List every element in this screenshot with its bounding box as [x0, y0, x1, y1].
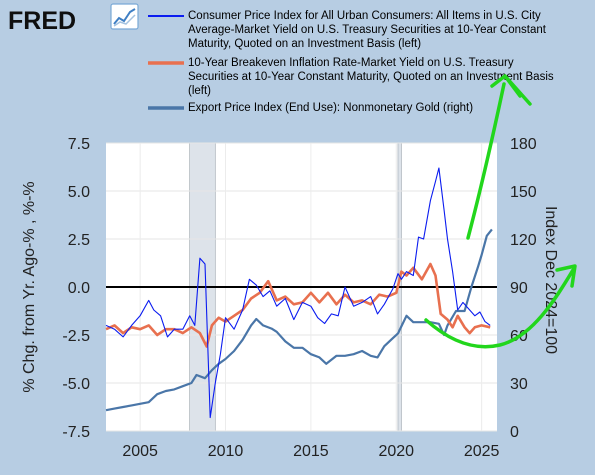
annotation-layer [424, 74, 577, 349]
x-tick-label: 2005 [122, 443, 158, 460]
y-right-tick-label: 180 [510, 136, 537, 153]
y-left-tick-label: -2.5 [62, 328, 90, 345]
x-tick-label: 2025 [464, 443, 500, 460]
header: FRED [8, 3, 139, 35]
fred-logo[interactable]: FRED [8, 7, 76, 35]
y-right-tick-label: 30 [510, 376, 528, 393]
x-axis: 2005 2010 2015 2020 2025 [122, 443, 499, 460]
legend-text-breakeven-1: 10-Year Breakeven Inflation Rate-Market … [188, 57, 514, 69]
y-right-tick-label: 120 [510, 232, 537, 249]
series-layer [105, 167, 493, 419]
x-tick-label: 2015 [293, 443, 329, 460]
y-left-tick-label: 2.5 [68, 232, 90, 249]
green-arrow-right-annotation [424, 264, 577, 349]
legend-text-cpi-1: Consumer Price Index for All Urban Consu… [188, 10, 541, 22]
y-axis-left: 7.5 5.0 2.5 0.0 -2.5 -5.0 -7.5 [62, 136, 90, 441]
y-right-tick-label: 150 [510, 184, 537, 201]
legend-text-breakeven-3: (left) [188, 85, 211, 97]
x-tick-label: 2020 [378, 443, 414, 460]
y-left-tick-label: 5.0 [68, 184, 90, 201]
y-left-tick-label: -7.5 [62, 424, 90, 441]
legend-text-breakeven-2: Securities at 10-Year Constant Maturity,… [188, 71, 554, 83]
y-left-tick-label: -5.0 [62, 376, 90, 393]
y-axis-left-title: % Chg. from Yr. Ago-% , %-% [21, 181, 38, 392]
y-axis-right-title: Index Dec 2024=100 [542, 206, 559, 354]
series-line-breakeven [105, 262, 491, 348]
series-line-cpi [105, 167, 491, 419]
line-chart-icon [110, 3, 139, 30]
y-right-tick-label: 0 [510, 424, 519, 441]
y-left-tick-label: 0.0 [68, 280, 90, 297]
y-left-tick-label: 7.5 [68, 136, 90, 153]
green-arrow-up-annotation [466, 74, 532, 240]
legend-text-cpi-3: Maturity, Quoted on an Investment Basis … [188, 38, 421, 50]
legend-text-gold: Export Price Index (End Use): Nonmonetar… [188, 102, 473, 114]
legend: Consumer Price Index for All Urban Consu… [148, 10, 554, 114]
legend-text-cpi-2: Average-Market Yield on U.S. Treasury Se… [188, 24, 547, 36]
series-line-gold [105, 228, 493, 412]
x-tick-label: 2010 [208, 443, 244, 460]
y-right-tick-label: 90 [510, 280, 528, 297]
